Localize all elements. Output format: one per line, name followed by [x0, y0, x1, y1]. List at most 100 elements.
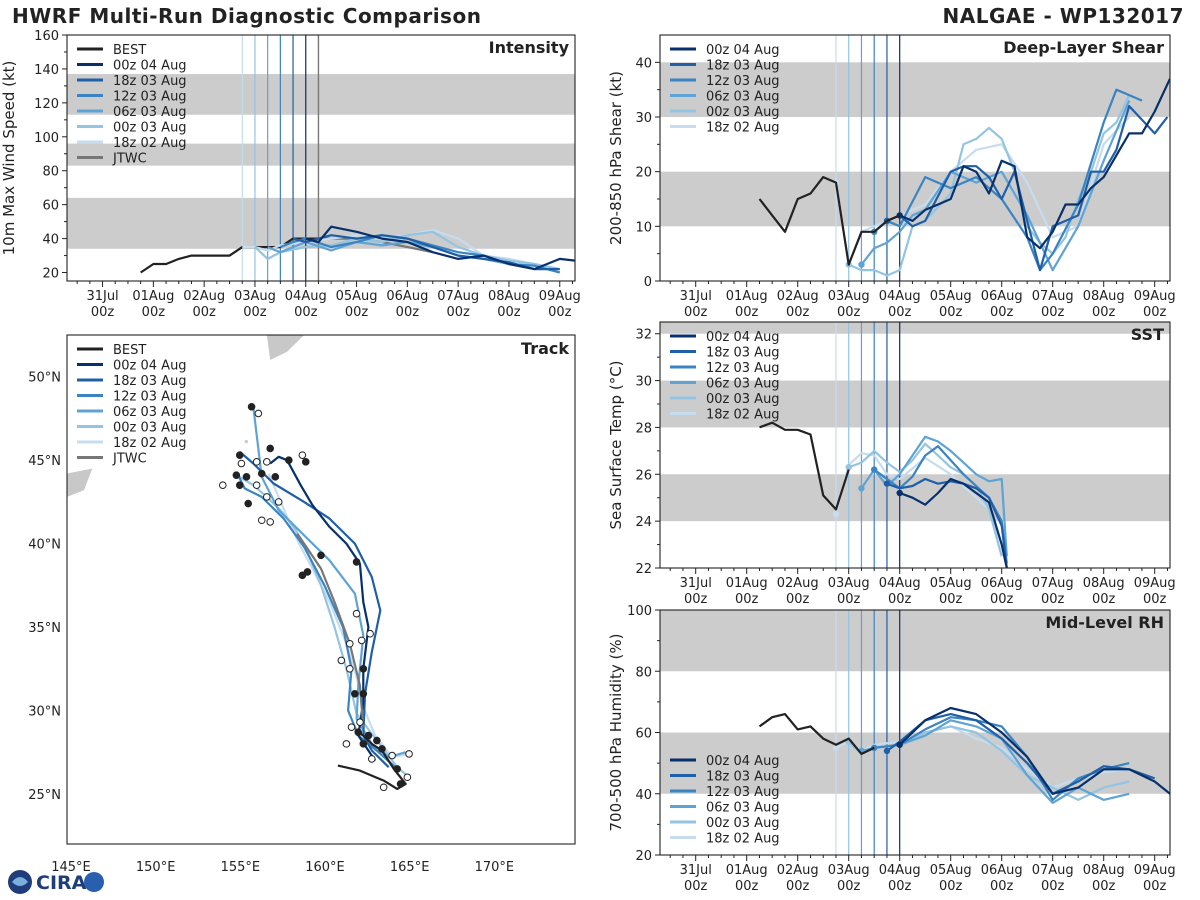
track-line: [235, 471, 398, 770]
legend-label: 00z 03 Aug: [113, 421, 187, 436]
legend-label: 18z 02 Aug: [113, 136, 187, 151]
cira-logo: CIRA: [8, 870, 104, 894]
series-line: [305, 225, 575, 271]
shaded-band: [660, 610, 1170, 672]
x-tick-label: 04Aug 00z: [879, 289, 921, 320]
x-tick-label: 01Aug 00z: [726, 576, 768, 607]
legend-label: 12z 03 Aug: [113, 390, 187, 405]
land-shapes: [67, 335, 305, 497]
series-init-point: [832, 510, 840, 518]
plot-frame: [659, 321, 1171, 569]
track-point: [301, 458, 310, 466]
track-point: [405, 750, 413, 758]
x-tick-label: 06Aug 00z: [386, 289, 428, 320]
series-line: [758, 176, 901, 266]
track-point: [252, 481, 261, 489]
land-kamchatka: [266, 335, 305, 361]
track-point: [257, 469, 266, 478]
y-tick-label: 10: [635, 220, 652, 235]
y-tick-label: 30: [635, 375, 652, 390]
legend-label: 18z 02 Aug: [706, 832, 780, 847]
x-tick-label: 07Aug 00z: [1032, 576, 1074, 607]
y-tick-label: 20: [42, 267, 59, 282]
series-line: [898, 706, 1170, 795]
legend-label: 12z 03 Aug: [706, 361, 780, 376]
x-tick-label: 05Aug 00z: [930, 576, 972, 607]
x-tick-label: 03Aug 00z: [828, 289, 870, 320]
panel-title: Deep-Layer Shear: [1003, 38, 1164, 57]
x-tick-label: 09Aug 00z: [1134, 289, 1176, 320]
series-init-point: [883, 480, 891, 487]
shaded-band: [660, 474, 1170, 522]
legend-label: 12z 03 Aug: [706, 74, 780, 89]
track-line: [269, 455, 377, 762]
lat-tick-label: 45°N: [28, 454, 61, 469]
track-point: [388, 751, 396, 760]
panel-title: Track: [521, 339, 569, 358]
lon-tick-label: 150°E: [136, 860, 176, 875]
track-point: [359, 740, 368, 748]
x-tick-label: 03Aug 00z: [828, 863, 870, 894]
x-tick-label: 08Aug 00z: [1083, 576, 1125, 607]
x-tick-label: 02Aug 00z: [777, 289, 819, 320]
track-point: [235, 451, 244, 459]
series-init-point: [858, 261, 865, 268]
lon-tick-label: 155°E: [221, 860, 261, 875]
series-init-point: [845, 464, 852, 471]
x-tick-label: 03Aug 00z: [828, 576, 870, 607]
x-tick-label: 01Aug 00z: [726, 289, 768, 320]
x-tick-label: 05Aug 00z: [930, 289, 972, 320]
track-point: [235, 481, 244, 489]
track-point: [359, 690, 368, 698]
x-tick-label: 06Aug 00z: [981, 576, 1023, 607]
series-line: [140, 237, 332, 274]
track-point: [266, 518, 275, 526]
y-tick-label: 40: [42, 233, 59, 248]
track-line: [238, 450, 390, 768]
legend-label: 00z 04 Aug: [113, 359, 187, 374]
track-point: [237, 459, 246, 468]
series-init-point: [883, 747, 891, 755]
legend-label: 18z 02 Aug: [113, 436, 187, 451]
x-tick-label: 06Aug 00z: [981, 863, 1023, 894]
track-point: [254, 409, 263, 418]
shaded-band: [660, 322, 1170, 334]
x-tick-label: 09Aug 00z: [539, 289, 581, 320]
track-point: [232, 471, 241, 479]
x-tick-label: 08Aug 00z: [1083, 863, 1125, 894]
y-tick-label: 100: [34, 131, 59, 146]
track-point: [263, 493, 271, 501]
track-point: [354, 728, 363, 736]
series-line: [292, 234, 560, 271]
y-tick-label: 20: [635, 166, 652, 181]
lon-tick-label: 160°E: [305, 860, 345, 875]
y-tick-label: 100: [627, 604, 652, 619]
panel-title: SST: [1131, 325, 1164, 344]
legend-label: 18z 03 Aug: [706, 59, 780, 74]
legend-label: 06z 03 Aug: [113, 105, 187, 120]
series-init-point: [858, 485, 865, 492]
shaded-band: [660, 62, 1170, 117]
track-point: [298, 451, 307, 459]
plot-frame: [66, 34, 576, 282]
x-tick-label: 03Aug 00z: [234, 289, 276, 320]
shaded-band: [67, 143, 575, 166]
x-tick-label: 05Aug 00z: [336, 289, 378, 320]
track-point: [345, 639, 354, 648]
y-tick-label: 60: [42, 199, 59, 214]
legend-label: 00z 03 Aug: [706, 392, 780, 407]
lat-tick-label: 40°N: [28, 538, 61, 553]
y-tick-label: 140: [34, 63, 59, 78]
legend-label: 00z 04 Aug: [706, 43, 780, 58]
x-tick-label: 02Aug 00z: [777, 863, 819, 894]
track-point: [351, 690, 359, 698]
logo-text: CIRA: [36, 872, 87, 894]
track-point: [342, 740, 351, 748]
series-line: [759, 421, 850, 511]
legend-label: 06z 03 Aug: [706, 90, 780, 105]
lon-tick-label: 170°E: [475, 860, 515, 875]
track-point: [393, 765, 402, 773]
track-point: [218, 481, 227, 489]
legend-label: 18z 03 Aug: [706, 770, 780, 785]
legend-label: 18z 02 Aug: [706, 408, 780, 423]
